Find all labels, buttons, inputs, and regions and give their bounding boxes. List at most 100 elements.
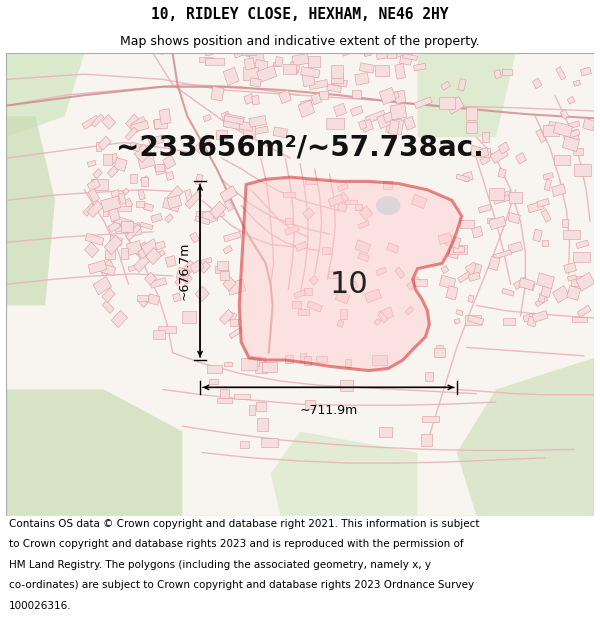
- Bar: [308, 56, 320, 67]
- Bar: [98, 259, 115, 276]
- Bar: [466, 122, 478, 133]
- Bar: [154, 164, 166, 175]
- Bar: [102, 301, 114, 313]
- Bar: [223, 246, 232, 254]
- Polygon shape: [6, 116, 55, 306]
- Bar: [244, 42, 259, 57]
- Text: 100026316.: 100026316.: [9, 601, 71, 611]
- Bar: [350, 106, 363, 116]
- Bar: [519, 278, 535, 290]
- Bar: [283, 192, 295, 197]
- Bar: [244, 58, 255, 70]
- Bar: [470, 146, 482, 158]
- Bar: [326, 84, 341, 92]
- Bar: [195, 174, 203, 185]
- Bar: [262, 362, 277, 372]
- Bar: [446, 286, 458, 300]
- Polygon shape: [6, 53, 85, 138]
- Bar: [153, 118, 167, 130]
- Bar: [395, 46, 413, 58]
- Bar: [254, 59, 268, 74]
- Bar: [441, 81, 451, 90]
- Bar: [244, 94, 254, 104]
- Bar: [527, 201, 544, 212]
- Bar: [138, 156, 155, 169]
- Text: co-ordinates) are subject to Crown copyright and database rights 2023 Ordnance S: co-ordinates) are subject to Crown copyr…: [9, 581, 474, 591]
- Bar: [107, 153, 118, 164]
- Bar: [215, 266, 228, 272]
- Bar: [498, 142, 509, 154]
- Bar: [425, 372, 433, 381]
- Bar: [155, 241, 166, 250]
- Bar: [241, 44, 256, 54]
- Bar: [412, 194, 427, 209]
- Bar: [365, 110, 386, 124]
- Bar: [273, 127, 287, 138]
- Bar: [251, 356, 259, 366]
- Bar: [217, 398, 232, 403]
- Bar: [359, 63, 374, 73]
- Bar: [400, 52, 412, 65]
- Bar: [465, 262, 479, 276]
- Bar: [133, 255, 150, 272]
- Bar: [115, 216, 133, 227]
- Bar: [85, 242, 99, 258]
- Bar: [560, 109, 569, 119]
- Bar: [130, 142, 140, 151]
- Bar: [250, 78, 261, 87]
- Bar: [185, 189, 193, 201]
- Bar: [304, 288, 311, 295]
- Bar: [386, 242, 399, 253]
- Bar: [146, 248, 161, 264]
- Bar: [345, 359, 352, 367]
- Bar: [573, 148, 583, 155]
- Bar: [221, 111, 233, 128]
- Bar: [93, 169, 102, 179]
- Bar: [576, 240, 589, 249]
- Bar: [407, 276, 421, 291]
- Bar: [283, 64, 296, 74]
- Bar: [229, 328, 242, 339]
- Bar: [301, 67, 320, 78]
- Bar: [155, 164, 164, 171]
- Bar: [551, 184, 566, 196]
- Bar: [167, 195, 182, 209]
- Polygon shape: [418, 53, 515, 138]
- Bar: [487, 218, 497, 223]
- Bar: [556, 67, 566, 80]
- Bar: [240, 441, 249, 448]
- Bar: [248, 49, 265, 64]
- Bar: [130, 174, 137, 183]
- Bar: [335, 291, 350, 304]
- Bar: [573, 252, 590, 262]
- Bar: [97, 263, 116, 276]
- Bar: [358, 253, 370, 262]
- Bar: [538, 293, 546, 302]
- Bar: [113, 219, 122, 232]
- Bar: [256, 402, 266, 411]
- Bar: [223, 114, 244, 130]
- Bar: [290, 69, 298, 74]
- Bar: [159, 42, 167, 54]
- Bar: [438, 232, 452, 244]
- Bar: [93, 276, 112, 295]
- Bar: [88, 201, 103, 217]
- Bar: [390, 103, 407, 120]
- Bar: [163, 198, 180, 212]
- Bar: [304, 356, 311, 364]
- Text: ~676.7m: ~676.7m: [178, 241, 191, 300]
- Bar: [136, 201, 144, 208]
- Bar: [140, 176, 149, 184]
- Bar: [103, 154, 112, 165]
- Bar: [122, 188, 129, 195]
- Bar: [439, 98, 455, 109]
- Bar: [230, 319, 238, 326]
- Bar: [434, 348, 445, 358]
- Bar: [463, 172, 473, 182]
- Bar: [563, 230, 580, 239]
- Bar: [300, 352, 306, 362]
- Bar: [493, 195, 509, 204]
- Bar: [249, 116, 266, 128]
- Bar: [456, 309, 463, 316]
- Bar: [150, 278, 167, 288]
